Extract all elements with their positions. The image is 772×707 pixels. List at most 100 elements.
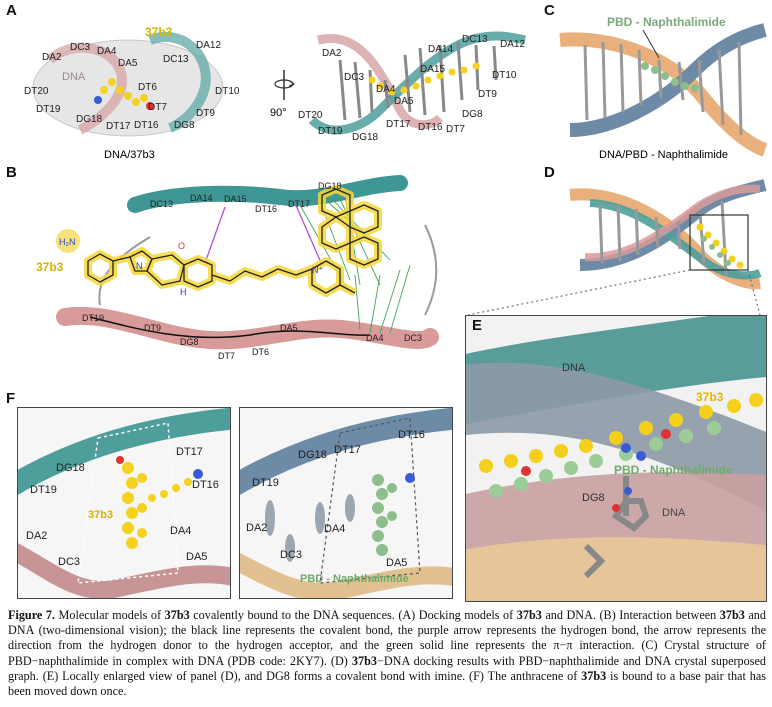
c-pointer-line (642, 29, 660, 59)
f-left-labels: DG18 DT17 DT19 DT16 37b3 DA4 DA2 DC3 DA5 (26, 446, 219, 568)
panel-d (569, 179, 767, 290)
fl-n (193, 469, 203, 479)
svg-text:DT19: DT19 (30, 484, 57, 496)
svg-text:DA5: DA5 (280, 323, 298, 333)
svg-text:DA5: DA5 (118, 58, 138, 69)
dna-surface (32, 39, 224, 137)
fr-bases (265, 494, 355, 562)
svg-text:DC3: DC3 (344, 72, 364, 83)
svg-text:DT16: DT16 (192, 479, 219, 491)
a-left-caption: DNA/37b3 (104, 149, 155, 161)
svg-text:DA4: DA4 (170, 525, 191, 537)
e-dg8-base (583, 476, 650, 579)
covalent-bond-line (89, 316, 371, 339)
svg-text:DT9: DT9 (144, 323, 161, 333)
bottom-strand (56, 306, 439, 350)
dna-bases-c (583, 41, 743, 136)
svg-text:DA12: DA12 (196, 40, 221, 51)
svg-text:DG18: DG18 (352, 132, 379, 143)
svg-text:DG18: DG18 (56, 462, 85, 474)
e-pbd-chain (489, 421, 721, 498)
pbd-naphthalimide-c (641, 62, 699, 92)
d-orange-strand (569, 188, 761, 290)
svg-text:DA4: DA4 (366, 333, 384, 343)
e-heteroatoms (521, 429, 671, 476)
panel-f-left: DG18 DT17 DT19 DT16 37b3 DA4 DA2 DC3 DA5 (17, 407, 231, 599)
f-right-labels: DT16 DG18 DT17 DT19 DA4 DA2 DC3 DA5 PBD … (246, 429, 425, 585)
e-orange-band (466, 537, 766, 601)
svg-text:DT16: DT16 (134, 120, 159, 131)
svg-text:DC3: DC3 (404, 333, 422, 343)
svg-text:DT16: DT16 (398, 429, 425, 441)
svg-text:DT16: DT16 (418, 122, 443, 133)
svg-text:DA14: DA14 (190, 193, 213, 203)
panel-a-letter: A (6, 2, 17, 19)
e-dg8-o (612, 504, 620, 512)
svg-text:DA12: DA12 (500, 39, 525, 50)
e-dg8-n1 (624, 487, 632, 495)
svg-text:DG8: DG8 (180, 337, 199, 347)
d-zoom-box (689, 214, 749, 271)
svg-text:DA4: DA4 (97, 46, 117, 57)
panel-c: PBD - Naphthalimide DNA/PBD - Naphthalim… (559, 15, 768, 161)
fr-bluegrey-strand (240, 408, 452, 495)
svg-text:DT6: DT6 (252, 347, 269, 357)
d-ligands (696, 223, 744, 269)
bluegrey-strand (569, 23, 767, 137)
svg-text:DG18: DG18 (298, 449, 327, 461)
svg-text:DT19: DT19 (318, 126, 343, 137)
svg-text:DA2: DA2 (322, 48, 342, 59)
panel-a: 37b3 DNA DA2 DC3 DA4 DA5 DT6 DT7 DT20 DT… (24, 25, 526, 161)
svg-text:DT20: DT20 (24, 86, 49, 97)
svg-text:DT9: DT9 (196, 108, 215, 119)
figure-caption: Figure 7. Molecular models of 37b3 coval… (8, 608, 766, 699)
panel-d-letter: D (544, 164, 555, 181)
svg-text:DA5: DA5 (394, 96, 414, 107)
panel-e-art: DNA 37b3 PBD - Naphthalimide DG8 DNA (466, 316, 766, 601)
panel-e-letter: E (472, 317, 483, 334)
fr-n (405, 473, 415, 483)
b-atom-nplus: N⁺ (312, 265, 323, 275)
svg-text:DA14: DA14 (428, 44, 453, 55)
svg-text:DG18: DG18 (318, 181, 342, 191)
svg-text:DC3: DC3 (58, 556, 80, 568)
svg-text:DA5: DA5 (186, 551, 207, 563)
teal-strand-right (308, 31, 526, 135)
svg-text:DC13: DC13 (163, 54, 189, 65)
b-atom-o: O (178, 241, 185, 251)
svg-text:DA5: DA5 (386, 557, 407, 569)
svg-text:DT17: DT17 (288, 199, 310, 209)
svg-text:DA2: DA2 (26, 530, 47, 542)
svg-text:DT17: DT17 (106, 121, 131, 132)
e-label-pbd: PBD - Naphthalimide (614, 463, 733, 477)
c-caption: DNA/PBD - Naphthalimide (599, 149, 728, 161)
svg-text:DT7: DT7 (446, 124, 465, 135)
svg-text:37b3: 37b3 (88, 509, 113, 521)
svg-text:DA15: DA15 (224, 194, 247, 204)
svg-text:DC13: DC13 (462, 34, 488, 45)
svg-text:DT16: DT16 (255, 204, 277, 214)
top-strand (127, 175, 408, 213)
svg-text:DT9: DT9 (478, 89, 497, 100)
fl-chain (148, 478, 192, 502)
caption-fig-label: Figure 7. (8, 608, 55, 622)
svg-text:DA2: DA2 (42, 52, 62, 63)
nh2-halo (56, 229, 80, 253)
fl-pink-strand (18, 543, 230, 598)
37b3-structure (84, 185, 382, 297)
panel-e: DNA 37b3 PBD - Naphthalimide DG8 DNA (465, 315, 767, 602)
e-label-dna-bottom: DNA (662, 507, 686, 519)
svg-text:DC3: DC3 (70, 42, 90, 53)
panel-b: H₂N 37b3 N⁺ N O H DC13 DA14 DA15 DT16 DT… (36, 175, 439, 361)
pink-strand-left (46, 42, 127, 135)
svg-text:DC13: DC13 (150, 199, 173, 209)
svg-text:DT6: DT6 (138, 82, 157, 93)
panel-c-letter: C (544, 2, 555, 19)
c-ligand-label: PBD - Naphthalimide (607, 15, 726, 29)
svg-text:DT10: DT10 (492, 70, 517, 81)
svg-text:DG8: DG8 (174, 120, 195, 131)
fl-teal-strand (18, 408, 230, 495)
nh2-label: H₂N (59, 237, 76, 247)
panel-b-letter: B (6, 164, 17, 181)
fr-orange-strand (240, 552, 452, 598)
